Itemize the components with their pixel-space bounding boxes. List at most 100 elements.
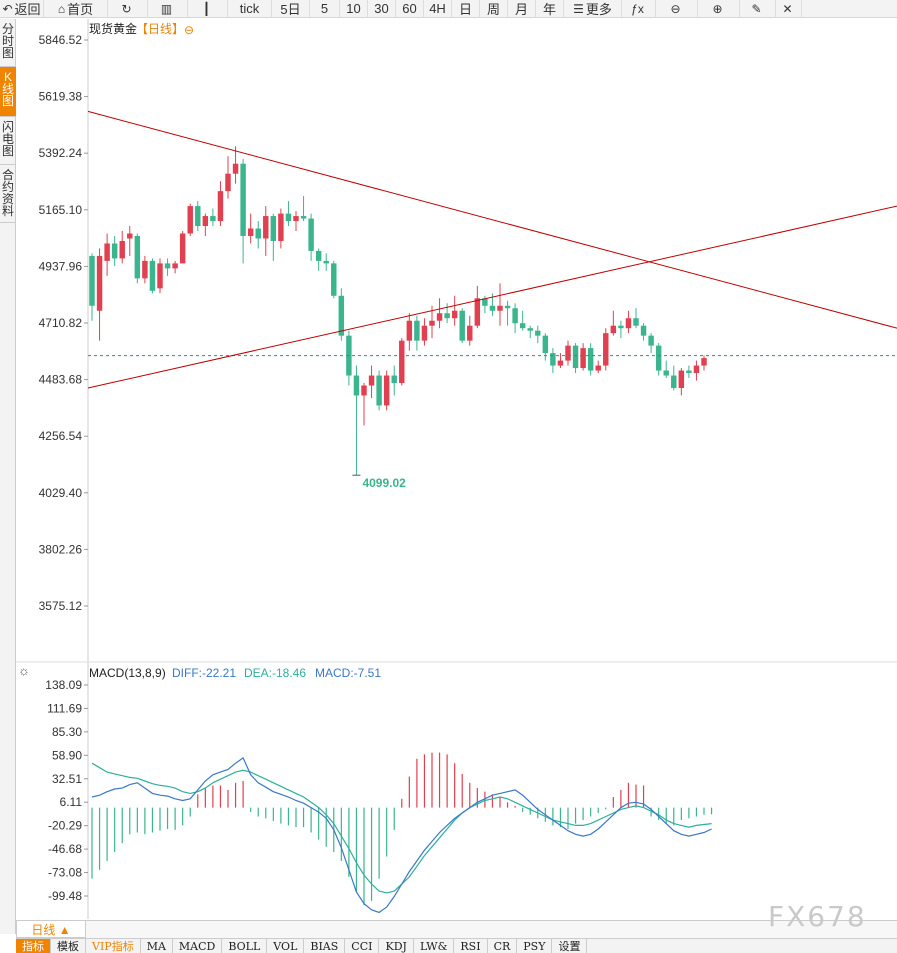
toolbar-zoom-in-icon[interactable]: ⊕ <box>698 0 740 18</box>
indicator-tab-11[interactable]: RSI <box>454 939 488 953</box>
toolbar-close-icon[interactable]: ✕ <box>776 0 802 18</box>
macd-tick-label: -73.08 <box>48 866 82 880</box>
indicator-tab-9[interactable]: KDJ <box>379 939 414 953</box>
toolbar-btn-14[interactable]: 月 <box>508 0 536 18</box>
side-tabs: 分时图 K线图 闪电图 合约资料 <box>0 19 16 934</box>
price-tick-label: 5392.24 <box>39 146 83 160</box>
candle-body <box>580 348 586 369</box>
candle-body <box>263 216 269 239</box>
candle-body <box>595 365 601 371</box>
time-axis-bar <box>16 920 897 938</box>
indicator-tab-13[interactable]: PSY <box>517 939 553 953</box>
indicator-tab-6[interactable]: VOL <box>267 939 305 953</box>
toolbar-btn-16[interactable]: ☰ 更多 <box>564 0 622 18</box>
price-tick-label: 4483.68 <box>39 373 83 387</box>
toolbar-btn-5[interactable]: tick <box>228 0 272 18</box>
side-tab-1[interactable]: K线图 <box>0 67 16 117</box>
toolbar-btn-12[interactable]: 日 <box>452 0 480 18</box>
candle-body <box>414 320 420 341</box>
home-icon: ⌂ <box>57 1 66 16</box>
candle-body <box>557 360 564 366</box>
refresh-icon: ↻ <box>121 1 132 16</box>
candle-body <box>240 163 246 236</box>
candle-body <box>671 375 677 388</box>
back-arrow-icon: ↶ <box>2 1 13 16</box>
candle-body <box>179 233 186 264</box>
indicator-tab-14[interactable]: 设置 <box>552 939 588 953</box>
toolbar-label: 周 <box>486 2 500 17</box>
candle-body <box>300 216 307 219</box>
price-tick-label: 3802.26 <box>39 542 83 556</box>
candle-body <box>149 260 156 291</box>
toolbar-fx-icon[interactable]: ƒx <box>622 0 656 18</box>
indicator-tab-1[interactable]: 模板 <box>51 939 86 953</box>
side-tab-0[interactable]: 分时图 <box>0 19 16 67</box>
indicator-tab-3[interactable]: MA <box>141 939 173 953</box>
toolbar-label: tick <box>239 1 260 16</box>
candle-body <box>444 313 450 319</box>
toolbar-label: 30 <box>374 1 389 16</box>
price-tick-label: 3575.12 <box>39 599 83 613</box>
candle-body <box>247 228 254 236</box>
chart-area[interactable]: 5846.52 5619.38 5392.24 5165.10 4937.96 4710.… <box>16 19 897 919</box>
toolbar-btn-7[interactable]: 5 <box>310 0 340 18</box>
side-tab-2[interactable]: 闪电图 <box>0 117 16 165</box>
toolbar-btn-13[interactable]: 周 <box>480 0 508 18</box>
toolbar-btn-1[interactable]: ⌂ 首页 <box>44 0 108 18</box>
indicator-tab-4[interactable]: MACD <box>173 939 223 953</box>
fx-icon: ƒx <box>631 1 644 16</box>
toolbar-candlestick-icon[interactable]: ┃ <box>188 0 228 18</box>
toolbar-pencil-icon[interactable]: ✎ <box>740 0 776 18</box>
period-select-button[interactable]: 日线 ▲ <box>16 920 86 938</box>
toolbar-btn-11[interactable]: 4H <box>424 0 452 18</box>
candle-body <box>187 206 193 234</box>
candle-body <box>693 365 700 374</box>
toolbar-btn-9[interactable]: 30 <box>368 0 396 18</box>
toolbar-btn-10[interactable]: 60 <box>396 0 424 18</box>
pencil-icon: ✎ <box>751 1 762 16</box>
toolbar-bar-chart-icon[interactable]: ▥ <box>148 0 188 18</box>
macd-tick-label: -20.29 <box>48 819 82 833</box>
min-price-label: 4099.02 <box>362 476 406 490</box>
toolbar-btn-6[interactable]: 5日 <box>272 0 310 18</box>
candle-body <box>565 345 571 361</box>
candle-body <box>489 305 496 311</box>
indicator-tab-10[interactable]: LW& <box>414 939 455 953</box>
trendline-0 <box>87 110 897 329</box>
candle-body <box>633 318 639 326</box>
top-toolbar: ↶ 返回 ⌂ 首页 ↻ ▥ ┃ tick 5日 5 10 30 60 4H 日周月年 ☰ 更多 ƒx ⊖ ⊕ ✎ ✕ <box>0 0 897 18</box>
macd-tick-label: -46.68 <box>48 842 82 856</box>
macd-name: MACD(13,8,9) <box>89 666 166 680</box>
indicator-tab-5[interactable]: BOLL <box>222 939 268 953</box>
indicator-tab-2[interactable]: VIP指标 <box>86 939 141 953</box>
toolbar-label: 首页 <box>67 2 94 17</box>
indicator-tab-0[interactable]: 指标 <box>16 939 51 953</box>
candle-body <box>504 305 511 309</box>
candle-body <box>104 243 110 261</box>
menu-icon: ☰ <box>573 1 584 16</box>
macd-diff-value: DIFF:-22.21 <box>172 666 236 680</box>
candle-body <box>111 243 118 259</box>
indicator-tab-7[interactable]: BIAS <box>304 939 346 953</box>
toolbar-zoom-out-icon[interactable]: ⊖ <box>656 0 698 18</box>
price-tick-label: 4710.82 <box>39 316 83 330</box>
candle-body <box>542 335 549 354</box>
side-tab-3[interactable]: 合约资料 <box>0 165 16 223</box>
toolbar-btn-0[interactable]: ↶ 返回 <box>0 0 44 18</box>
candle-body <box>368 375 375 386</box>
candlestick-icon: ┃ <box>202 1 211 16</box>
toolbar-refresh-icon[interactable]: ↻ <box>108 0 148 18</box>
candle-body <box>482 298 488 306</box>
indicator-tab-8[interactable]: CCI <box>345 939 380 953</box>
candle-body <box>315 250 322 261</box>
symbol-title: 现货黄金 <box>89 21 137 36</box>
macd-tick-label: 58.90 <box>52 748 82 762</box>
macd-tick-label: 6.11 <box>60 795 83 809</box>
toolbar-btn-15[interactable]: 年 <box>536 0 564 18</box>
candle-body <box>119 240 125 259</box>
indicator-tab-12[interactable]: CR <box>488 939 518 953</box>
toolbar-btn-8[interactable]: 10 <box>340 0 368 18</box>
candle-body <box>293 216 299 222</box>
candle-body <box>202 216 209 227</box>
